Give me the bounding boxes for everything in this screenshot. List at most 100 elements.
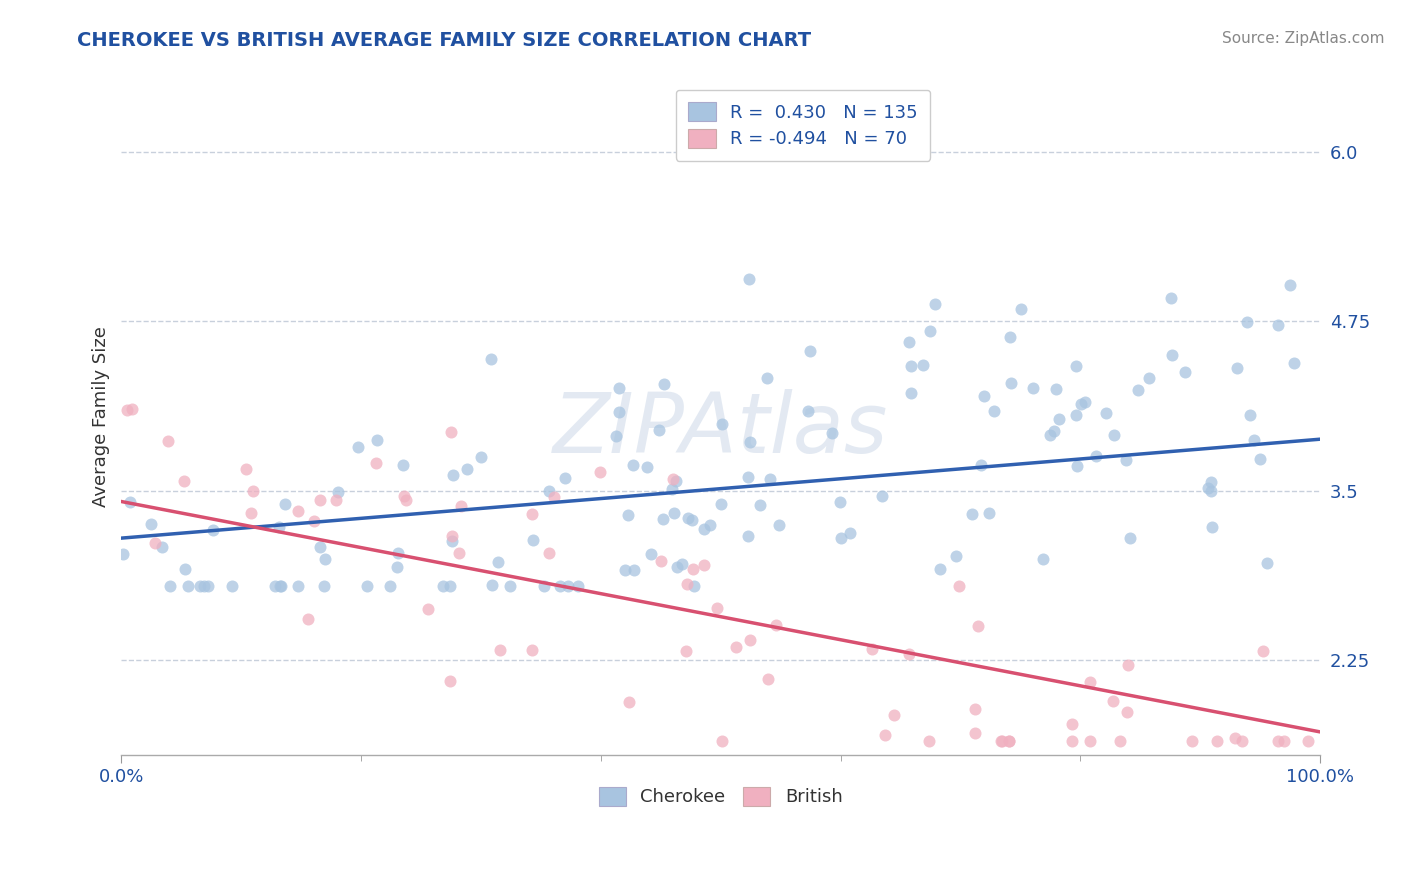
- Point: [157, 434, 180, 448]
- Point: [765, 618, 787, 632]
- Point: [1060, 717, 1083, 731]
- Point: [270, 578, 292, 592]
- Point: [676, 577, 699, 591]
- Point: [652, 512, 675, 526]
- Point: [150, 540, 173, 554]
- Point: [619, 695, 641, 709]
- Point: [143, 536, 166, 550]
- Point: [965, 702, 987, 716]
- Point: [1094, 406, 1116, 420]
- Point: [796, 404, 818, 418]
- Point: [159, 578, 181, 592]
- Point: [1205, 734, 1227, 748]
- Point: [973, 389, 995, 403]
- Point: [676, 510, 699, 524]
- Point: [724, 640, 747, 654]
- Point: [366, 433, 388, 447]
- Point: [738, 272, 761, 286]
- Point: [605, 429, 627, 443]
- Point: [456, 461, 478, 475]
- Point: [998, 734, 1021, 748]
- Point: [1022, 381, 1045, 395]
- Point: [1060, 734, 1083, 748]
- Point: [755, 371, 778, 385]
- Point: [912, 358, 935, 372]
- Point: [1256, 556, 1278, 570]
- Point: [1239, 408, 1261, 422]
- Point: [1243, 433, 1265, 447]
- Text: CHEROKEE VS BRITISH AVERAGE FAMILY SIZE CORRELATION CHART: CHEROKEE VS BRITISH AVERAGE FAMILY SIZE …: [77, 31, 811, 50]
- Point: [1161, 348, 1184, 362]
- Point: [356, 578, 378, 592]
- Point: [450, 499, 472, 513]
- Point: [190, 578, 212, 592]
- Point: [267, 519, 290, 533]
- Point: [1045, 382, 1067, 396]
- Point: [1199, 483, 1222, 498]
- Point: [799, 343, 821, 358]
- Point: [240, 506, 263, 520]
- Point: [1073, 395, 1095, 409]
- Point: [440, 425, 463, 439]
- Point: [314, 578, 336, 592]
- Point: [297, 612, 319, 626]
- Point: [589, 465, 612, 479]
- Point: [174, 562, 197, 576]
- Point: [711, 417, 734, 432]
- Point: [1128, 384, 1150, 398]
- Point: [1181, 734, 1204, 748]
- Point: [900, 385, 922, 400]
- Point: [830, 495, 852, 509]
- Point: [543, 490, 565, 504]
- Point: [1064, 409, 1087, 423]
- Point: [287, 578, 309, 592]
- Point: [977, 506, 1000, 520]
- Point: [945, 549, 967, 563]
- Point: [302, 514, 325, 528]
- Point: [1119, 531, 1142, 545]
- Point: [738, 435, 761, 450]
- Point: [948, 579, 970, 593]
- Point: [1066, 359, 1088, 373]
- Point: [1267, 734, 1289, 748]
- Point: [1272, 734, 1295, 748]
- Point: [481, 578, 503, 592]
- Point: [392, 458, 415, 472]
- Point: [1032, 552, 1054, 566]
- Point: [616, 508, 638, 522]
- Point: [347, 440, 370, 454]
- Point: [269, 578, 291, 592]
- Point: [759, 472, 782, 486]
- Point: [614, 563, 637, 577]
- Point: [567, 578, 589, 592]
- Point: [870, 489, 893, 503]
- Point: [1137, 371, 1160, 385]
- Point: [447, 546, 470, 560]
- Point: [309, 493, 332, 508]
- Point: [983, 403, 1005, 417]
- Point: [830, 531, 852, 545]
- Point: [470, 450, 492, 464]
- Point: [522, 533, 544, 548]
- Point: [141, 517, 163, 532]
- Point: [548, 578, 571, 592]
- Point: [115, 402, 138, 417]
- Point: [661, 483, 683, 497]
- Point: [710, 734, 733, 748]
- Point: [1000, 376, 1022, 391]
- Point: [538, 484, 561, 499]
- Point: [1296, 734, 1319, 748]
- Point: [308, 540, 330, 554]
- Point: [1108, 734, 1130, 748]
- Point: [489, 643, 512, 657]
- Point: [1010, 301, 1032, 316]
- Point: [875, 728, 897, 742]
- Point: [1118, 657, 1140, 672]
- Point: [692, 522, 714, 536]
- Point: [662, 506, 685, 520]
- Point: [1101, 694, 1123, 708]
- Point: [287, 504, 309, 518]
- Point: [1115, 453, 1137, 467]
- Point: [201, 523, 224, 537]
- Point: [1226, 361, 1249, 376]
